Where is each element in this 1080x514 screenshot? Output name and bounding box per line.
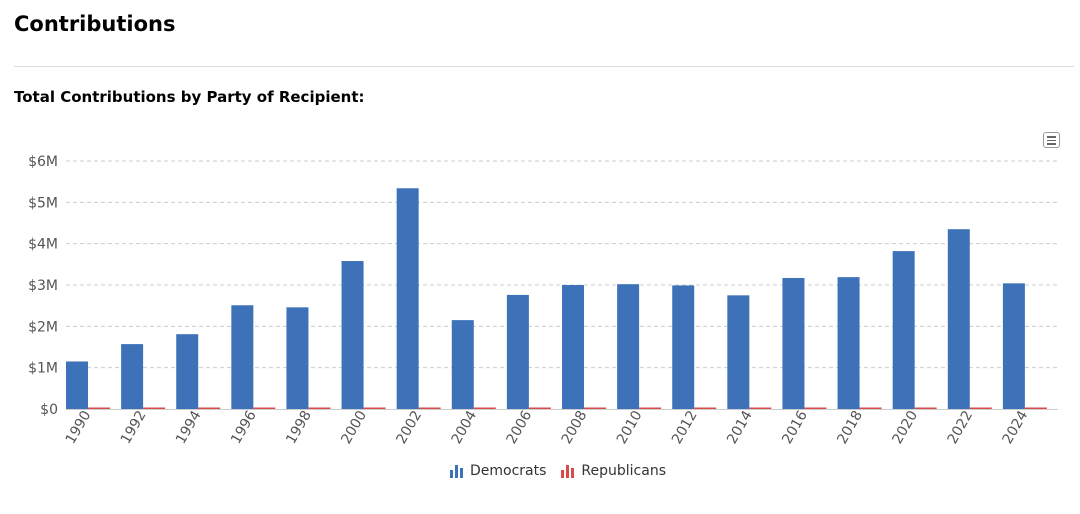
bar-republicans[interactable] [584,407,606,410]
legend-label-democrats: Democrats [470,463,547,479]
bar-republicans[interactable] [914,407,937,410]
bar-democrats[interactable] [231,305,254,409]
bar-democrats[interactable] [66,361,88,409]
x-tick-label: 2018 [834,408,866,447]
x-tick-label: 2000 [338,408,370,447]
bar-republicans[interactable] [363,407,386,410]
legend-label-republicans: Republicans [581,463,667,479]
bar-republicans[interactable] [253,407,276,410]
legend-item-republicans[interactable]: Republicans [560,463,666,479]
x-tick-label: 1992 [118,408,150,447]
x-tick-label: 1994 [173,408,205,447]
hamburger-menu-icon [1047,136,1056,138]
divider [14,66,1074,67]
x-tick-label: 1990 [63,408,95,447]
y-tick-label: $5M [28,195,58,211]
y-axis-ticks: $0 $1M $2M $3M $4M $5M $6M [28,154,58,418]
y-tick-label: $4M [28,237,58,253]
chart-menu-button[interactable] [1043,132,1060,148]
x-tick-label: 1996 [228,408,260,447]
bar-republicans[interactable] [473,407,496,410]
bar-democrats[interactable] [506,294,529,409]
bars [66,188,1047,409]
bar-democrats[interactable] [176,334,199,409]
x-tick-label: 2002 [393,408,425,447]
chart-legend: Democrats Republicans [449,463,680,479]
bar-democrats[interactable] [451,320,474,409]
bar-republicans[interactable] [418,407,441,410]
bar-democrats[interactable] [286,307,309,409]
bar-republicans[interactable] [1024,407,1047,410]
x-tick-label: 1998 [283,408,315,447]
bar-democrats[interactable] [727,295,750,409]
bar-democrats[interactable] [892,251,915,409]
x-tick-label: 2008 [559,408,591,447]
bar-republicans[interactable] [694,407,717,410]
bar-chart-icon [560,463,576,479]
bar-democrats[interactable] [341,261,364,409]
bar-republicans[interactable] [198,407,221,410]
bar-republicans[interactable] [88,407,110,410]
bar-republicans[interactable] [969,407,992,410]
bar-democrats[interactable] [672,285,695,409]
bar-democrats[interactable] [782,277,805,409]
bar-democrats[interactable] [562,285,584,409]
bar-republicans[interactable] [308,407,331,410]
x-tick-label: 2006 [504,408,536,447]
x-tick-label: 2016 [779,408,811,447]
y-tick-label: $3M [28,278,58,294]
bar-republicans[interactable] [859,407,882,410]
bar-democrats[interactable] [396,188,419,409]
y-tick-label: $0 [40,402,58,418]
y-tick-label: $1M [28,361,58,377]
x-tick-label: 2022 [945,408,977,447]
bar-democrats[interactable] [837,277,860,409]
bar-democrats[interactable] [947,229,970,409]
bar-republicans[interactable] [528,407,551,410]
x-tick-label: 2010 [614,408,646,447]
bar-republicans[interactable] [749,407,772,410]
x-tick-label: 2004 [449,408,481,447]
bar-democrats[interactable] [121,344,144,409]
x-tick-label: 2012 [669,408,701,447]
chart-title: Total Contributions by Party of Recipien… [14,88,365,106]
page-title: Contributions [14,12,176,36]
bar-democrats[interactable] [1002,283,1025,409]
y-tick-label: $2M [28,319,58,335]
bar-democrats[interactable] [617,284,640,409]
x-tick-label: 2014 [724,408,756,447]
y-tick-label: $6M [28,154,58,170]
x-tick-label: 2020 [889,408,921,447]
bar-republicans[interactable] [804,407,827,410]
bar-republicans[interactable] [143,407,166,410]
x-tick-label: 2024 [1000,408,1032,447]
x-axis-ticks: 1990 1992 1994 1996 1998 2000 2002 2004 2006 2008… [63,408,1032,447]
bar-republicans[interactable] [639,407,662,410]
bar-chart-icon [449,463,465,479]
legend-item-democrats[interactable]: Democrats [449,463,546,479]
